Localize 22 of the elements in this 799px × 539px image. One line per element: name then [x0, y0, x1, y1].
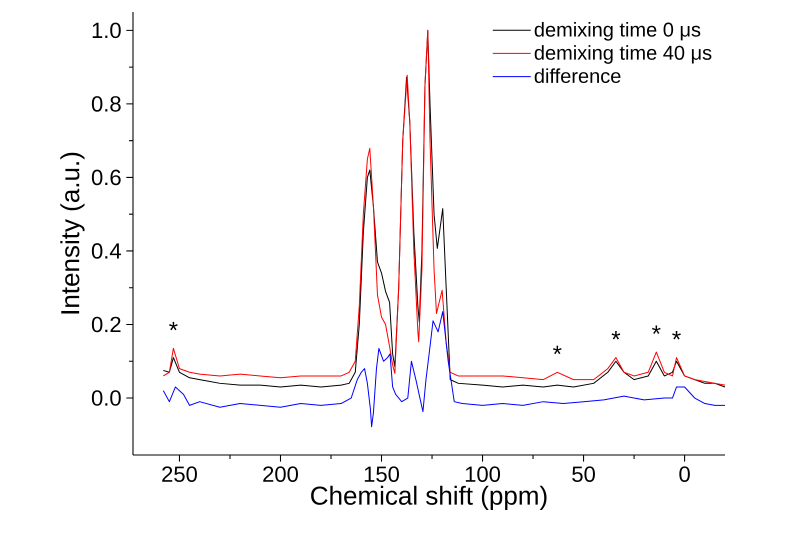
- x-tick-label: 100: [466, 466, 500, 482]
- y-tick-label: 0.4: [92, 243, 121, 259]
- annotation: *: [672, 331, 681, 340]
- annotation: *: [612, 331, 620, 340]
- x-tick-label: 50: [572, 466, 595, 482]
- x-tick-label: 0: [679, 466, 690, 482]
- legend-label: demixing time 40 μs: [534, 45, 712, 64]
- x-tick-label: 150: [364, 466, 400, 482]
- annotation: *: [553, 346, 562, 354]
- y-tick-label: 1.0: [92, 22, 121, 38]
- y-tick-label: 0.8: [92, 96, 121, 112]
- legend-label: demixing time 0 μs: [534, 22, 700, 41]
- y-tick-label: 0.0: [92, 390, 121, 406]
- legend-label: difference: [534, 68, 620, 84]
- x-axis-title: Chemical shift (ppm): [311, 486, 547, 510]
- y-axis-title: Intensity (a.u.): [60, 152, 85, 314]
- annotation: *: [652, 325, 661, 334]
- y-tick-label: 0.2: [92, 316, 121, 332]
- y-tick-label: 0.6: [92, 170, 121, 186]
- x-tick-label: 200: [263, 466, 298, 482]
- annotation: *: [169, 322, 178, 330]
- x-tick-label: 250: [162, 466, 197, 482]
